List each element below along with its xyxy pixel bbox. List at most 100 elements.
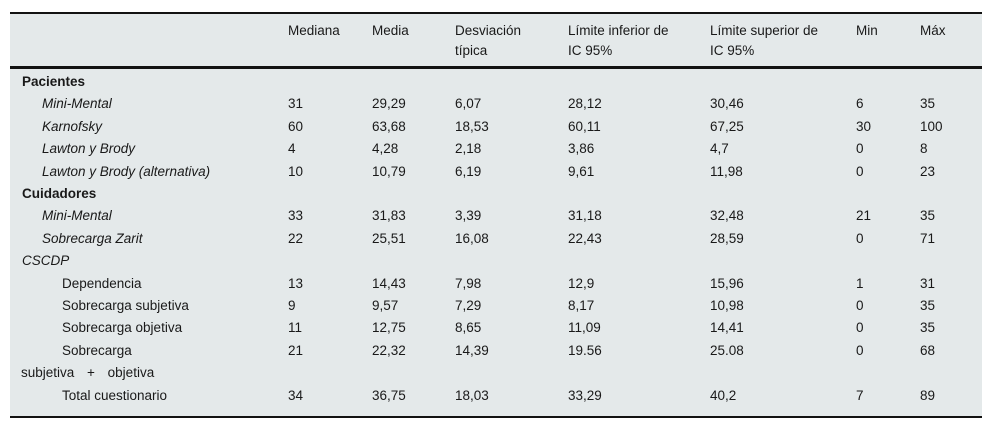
cell-limite-inferior: 60,11 [568, 118, 601, 134]
cell-limite-inferior: 19.56 [568, 342, 602, 358]
table-row-karnofsky: Karnofsky 60 63,68 18,53 60,11 67,25 30 … [10, 116, 982, 138]
cell-mediana: 31 [288, 96, 304, 112]
cell-max [920, 250, 982, 272]
column-header-text-line2: IC 95% [710, 43, 755, 58]
cell-desviacion [455, 183, 568, 205]
row-label: Lawton y Brody (alternativa) [42, 163, 211, 179]
cell-desviacion: 14,39 [455, 342, 489, 358]
table-row-lawton-y-brody-alternativa: Lawton y Brody (alternativa) 10 10,79 6,… [10, 161, 982, 183]
cell-max: 31 [920, 275, 936, 291]
cell-mediana: 22 [288, 230, 304, 246]
cell-desviacion: 3,39 [455, 208, 482, 224]
cell-media: 22,32 [372, 342, 406, 358]
cell-max: 23 [920, 163, 936, 179]
cell-media: 29,29 [372, 96, 406, 112]
cell-mediana: 60 [288, 118, 304, 134]
cell-desviacion: 18,53 [455, 118, 489, 134]
cell-desviacion: 7,29 [455, 298, 482, 314]
row-label-line1: Sobrecarga [62, 342, 132, 358]
cell-media: 12,75 [372, 320, 406, 336]
cell-max: 35 [920, 208, 936, 224]
cell-limite-inferior: 12,9 [568, 275, 595, 291]
cell-desviacion [455, 68, 568, 94]
cell-max: 35 [920, 298, 936, 314]
table-row-sobrecarga-subjetiva: Sobrecarga subjetiva 9 9,57 7,29 8,17 10… [10, 295, 982, 317]
column-header-text: Media [372, 23, 409, 38]
cell-media: 9,57 [372, 298, 399, 314]
cell-desviacion: 16,08 [455, 230, 489, 246]
row-label: Mini-Mental [42, 208, 112, 224]
cell-mediana: 34 [288, 387, 304, 403]
table-row-sobrecarga-zarit: Sobrecarga Zarit 22 25,51 16,08 22,43 28… [10, 228, 982, 250]
table-row-mini-mental-cuidadores: Mini-Mental 33 31,83 3,39 31,18 32,48 21… [10, 205, 982, 227]
cell-media [372, 68, 455, 94]
row-label: Sobrecarga subjetiva [62, 298, 189, 314]
cell-limite-superior: 10,98 [710, 298, 744, 314]
column-header-text: Min [856, 23, 878, 38]
cell-max: 100 [920, 118, 943, 134]
cell-min: 0 [856, 342, 864, 358]
table-row-cscdp: CSCDP [10, 250, 982, 272]
table-row-sobrecarga-subjetiva-mas-objetiva: Sobrecarga subjetiva + objetiva 21 22,32… [10, 340, 982, 385]
cell-media: 4,28 [372, 141, 399, 157]
cell-max: 35 [920, 96, 936, 112]
cell-min: 21 [856, 208, 872, 224]
column-header-max: Máx [920, 14, 982, 69]
cell-desviacion [455, 250, 568, 272]
column-header-mediana: Mediana [288, 14, 372, 69]
table-row-lawton-y-brody: Lawton y Brody 4 4,28 2,18 3,86 4,7 0 8 [10, 138, 982, 160]
statistics-table: Mediana Media Desviación típica Límite i… [10, 14, 982, 407]
cell-limite-superior: 67,25 [710, 118, 744, 134]
table-row-total-cuestionario: Total cuestionario 34 36,75 18,03 33,29 … [10, 385, 982, 407]
cell-desviacion: 7,98 [455, 275, 482, 291]
header-row: Mediana Media Desviación típica Límite i… [10, 14, 982, 69]
cell-limite-superior [710, 250, 856, 272]
row-label: Mini-Mental [42, 96, 112, 112]
cell-mediana: 10 [288, 163, 304, 179]
cell-min: 1 [856, 275, 864, 291]
cell-mediana: 13 [288, 275, 304, 291]
cell-limite-inferior: 22,43 [568, 230, 602, 246]
cell-min: 30 [856, 118, 872, 134]
cell-limite-inferior: 11,09 [568, 320, 601, 336]
cell-max [920, 183, 982, 205]
column-header-label [10, 14, 288, 69]
cell-limite-superior: 11,98 [710, 163, 743, 179]
cell-mediana: 11 [288, 320, 303, 336]
cell-limite-inferior [568, 250, 710, 272]
cell-desviacion: 6,07 [455, 96, 482, 112]
row-label: Total cuestionario [62, 387, 168, 403]
cell-media: 31,83 [372, 208, 406, 224]
cell-limite-superior: 30,46 [710, 96, 744, 112]
column-header-desviacion-tipica: Desviación típica [455, 14, 568, 69]
cell-media: 36,75 [372, 387, 406, 403]
cell-mediana: 21 [288, 342, 304, 358]
cell-limite-inferior: 28,12 [568, 96, 602, 112]
cell-mediana: 4 [288, 141, 296, 157]
cell-min: 0 [856, 320, 864, 336]
cell-desviacion: 2,18 [455, 141, 482, 157]
cell-max [920, 68, 982, 94]
cell-min: 0 [856, 298, 864, 314]
cell-limite-superior: 15,96 [710, 275, 744, 291]
cell-min: 6 [856, 96, 864, 112]
column-header-min: Min [856, 14, 920, 69]
table-row-cuidadores: Cuidadores [10, 183, 982, 205]
column-header-text: Máx [920, 23, 946, 38]
row-label: Sobrecarga subjetiva + objetiva [10, 340, 288, 385]
row-label: CSCDP [22, 253, 70, 269]
cell-limite-inferior [568, 68, 710, 94]
column-header-limite-inferior: Límite inferior de IC 95% [568, 14, 710, 69]
column-header-media: Media [372, 14, 455, 69]
cell-media: 25,51 [372, 230, 406, 246]
cell-limite-superior [710, 183, 856, 205]
column-header-limite-superior: Límite superior de IC 95% [710, 14, 856, 69]
table-row-dependencia: Dependencia 13 14,43 7,98 12,9 15,96 1 3… [10, 273, 982, 295]
cell-min [856, 183, 920, 205]
column-header-text-line2: típica [455, 43, 488, 58]
cell-limite-superior: 32,48 [710, 208, 744, 224]
cell-limite-superior: 40,2 [710, 387, 737, 403]
cell-max: 68 [920, 342, 936, 358]
cell-mediana [288, 68, 372, 94]
cell-desviacion: 8,65 [455, 320, 482, 336]
